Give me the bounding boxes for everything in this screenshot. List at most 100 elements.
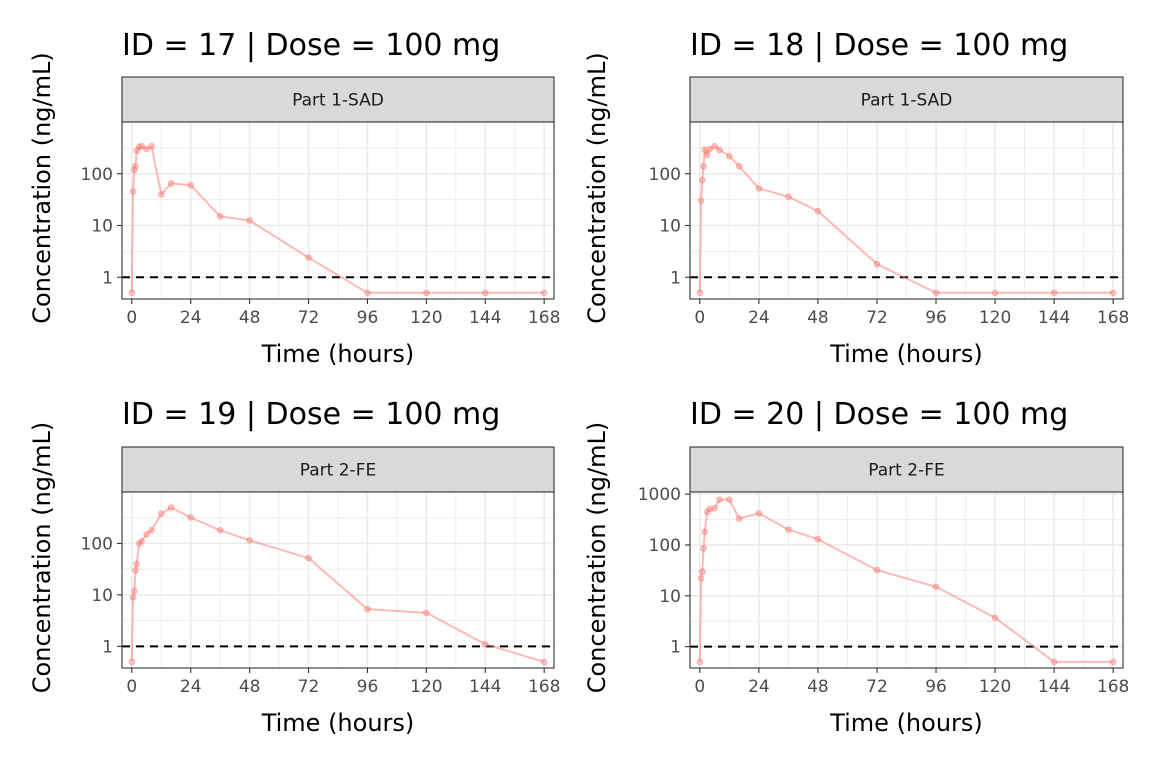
data-point xyxy=(814,535,822,543)
x-axis-title: Time (hours) xyxy=(261,709,415,737)
x-tick-label: 0 xyxy=(694,308,705,328)
y-tick-label: 100 xyxy=(649,536,681,556)
data-point xyxy=(143,145,150,153)
concentration-series-line xyxy=(698,145,1114,294)
x-tick-label: 96 xyxy=(925,308,947,328)
data-point xyxy=(726,152,733,160)
data-point xyxy=(1050,289,1058,297)
data-point xyxy=(699,568,706,575)
data-point xyxy=(305,254,312,261)
data-point xyxy=(1109,289,1117,297)
data-point xyxy=(167,504,175,511)
data-point xyxy=(216,527,224,534)
data-point xyxy=(711,504,718,512)
x-tick-label: 144 xyxy=(1038,677,1070,697)
x-tick-label: 96 xyxy=(357,677,379,697)
data-point xyxy=(128,658,136,666)
data-point xyxy=(706,145,713,153)
data-point xyxy=(138,142,145,150)
data-point xyxy=(133,560,141,568)
data-point xyxy=(148,142,155,150)
facet-strip xyxy=(121,446,555,493)
data-point xyxy=(129,593,137,601)
data-point xyxy=(814,207,822,215)
data-point xyxy=(481,289,489,297)
y-tick-label: 1 xyxy=(102,268,113,288)
data-point xyxy=(991,614,999,622)
concentration-series-line xyxy=(130,506,545,663)
data-point xyxy=(873,260,881,268)
data-point xyxy=(735,162,743,170)
facet-strip-label: Part 2-FE xyxy=(868,461,944,481)
x-tick-label: 96 xyxy=(925,677,947,697)
data-point xyxy=(703,151,711,159)
x-axis-title: Time (hours) xyxy=(261,340,415,368)
y-tick-label: 100 xyxy=(81,534,113,554)
y-axis-title: Concentration (ng/mL) xyxy=(28,422,56,693)
data-point xyxy=(755,509,763,517)
x-tick-label: 144 xyxy=(1038,308,1070,328)
x-axis-title: Time (hours) xyxy=(829,709,983,737)
y-tick-label: 1 xyxy=(670,638,681,658)
x-tick-label: 120 xyxy=(410,308,442,328)
data-point xyxy=(143,531,150,538)
data-point xyxy=(932,289,940,297)
data-point xyxy=(785,526,792,533)
x-tick-label: 168 xyxy=(528,677,560,697)
x-tick-label: 24 xyxy=(748,677,770,697)
plot-border xyxy=(121,491,555,669)
data-point xyxy=(423,609,430,617)
x-tick-label: 48 xyxy=(239,677,261,697)
concentration-series-line xyxy=(698,498,1114,663)
x-tick-label: 168 xyxy=(1097,308,1129,328)
plot-border xyxy=(689,121,1124,300)
x-tick-label: 72 xyxy=(298,308,320,328)
data-point xyxy=(726,496,733,503)
data-point xyxy=(932,583,940,591)
x-tick-label: 168 xyxy=(528,308,560,328)
facet-strip xyxy=(689,76,1124,123)
data-point xyxy=(700,545,707,552)
data-point xyxy=(132,162,139,170)
data-point xyxy=(148,527,155,534)
data-point xyxy=(755,185,763,192)
panel-id-18: ID = 18 | Dose = 100 mg Part 1-SAD 0 24 48 72… xyxy=(583,28,1129,368)
y-tick-label: 10 xyxy=(659,217,681,237)
facet-strip-label: Part 2-FE xyxy=(300,461,376,481)
x-tick-label: 168 xyxy=(1097,677,1129,697)
y-tick-label: 1 xyxy=(102,637,113,657)
data-point xyxy=(128,289,136,297)
data-point xyxy=(735,515,743,522)
data-point xyxy=(873,566,881,574)
data-point xyxy=(481,640,489,648)
data-point xyxy=(187,181,195,189)
y-axis-title: Concentration (ng/mL) xyxy=(583,422,611,693)
y-tick-label: 100 xyxy=(649,165,681,185)
data-point xyxy=(696,289,704,297)
x-tick-label: 96 xyxy=(357,308,379,328)
panel-title: ID = 20 | Dose = 100 mg xyxy=(690,397,1068,432)
y-axis-title: Concentration (ng/mL) xyxy=(583,52,611,323)
concentration-series-line xyxy=(130,144,545,294)
y-tick-label: 1 xyxy=(670,268,681,288)
data-point xyxy=(138,538,145,545)
y-tick-label: 10 xyxy=(659,587,681,607)
y-tick-label: 10 xyxy=(91,586,113,606)
plot-border xyxy=(689,491,1124,669)
y-tick-label: 100 xyxy=(81,165,113,185)
data-point xyxy=(711,142,718,150)
x-tick-label: 144 xyxy=(469,308,501,328)
data-point xyxy=(246,217,253,224)
data-point xyxy=(130,587,138,595)
panel-id-19: ID = 19 | Dose = 100 mg Part 2-FE 0 24 48 72 9… xyxy=(28,397,560,737)
data-point xyxy=(132,567,139,574)
plot-border xyxy=(121,121,555,300)
x-tick-label: 0 xyxy=(126,677,137,697)
data-point xyxy=(701,146,709,154)
y-tick-label: 1000 xyxy=(638,485,681,505)
data-point xyxy=(706,505,713,513)
data-point xyxy=(1109,658,1117,666)
y-tick-label: 10 xyxy=(91,217,113,237)
panel-title: ID = 19 | Dose = 100 mg xyxy=(122,397,500,432)
x-tick-label: 48 xyxy=(807,677,829,697)
